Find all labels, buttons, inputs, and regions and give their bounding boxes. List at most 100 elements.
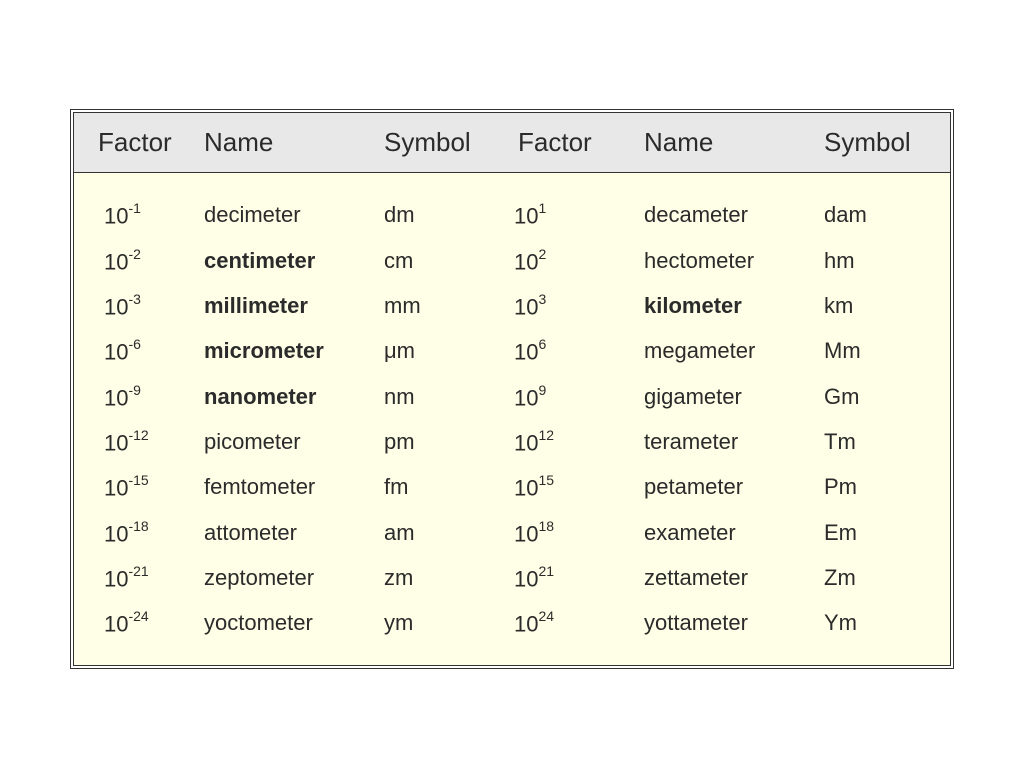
factor-cell: 10-15 bbox=[74, 474, 204, 501]
symbol-cell: Mm bbox=[824, 338, 934, 365]
col-header-symbol-right: Symbol bbox=[824, 127, 934, 158]
table-header-row: Factor Name Symbol Factor Name Symbol bbox=[74, 113, 950, 173]
factor-exponent: 21 bbox=[538, 563, 554, 579]
factor-cell: 10-6 bbox=[74, 338, 204, 365]
factor-exponent: 6 bbox=[538, 336, 546, 352]
factor-cell: 10-18 bbox=[74, 520, 204, 547]
factor-base: 10 bbox=[514, 521, 538, 546]
name-cell: megameter bbox=[644, 338, 824, 365]
factor-base: 10 bbox=[104, 385, 128, 410]
col-header-name-right: Name bbox=[644, 127, 824, 158]
factor-exponent: -9 bbox=[128, 382, 140, 398]
col-header-symbol-left: Symbol bbox=[384, 127, 514, 158]
factor-cell: 109 bbox=[514, 384, 644, 411]
name-cell: attometer bbox=[204, 520, 384, 547]
name-cell: decameter bbox=[644, 202, 824, 229]
factor-exponent: 3 bbox=[538, 291, 546, 307]
name-cell: nanometer bbox=[204, 384, 384, 411]
symbol-cell: Gm bbox=[824, 384, 934, 411]
factor-base: 10 bbox=[514, 204, 538, 229]
factor-exponent: 24 bbox=[538, 608, 554, 624]
col-header-factor-left: Factor bbox=[74, 127, 204, 158]
table-row: 10-21zeptometerzm1021zettameterZm bbox=[74, 556, 950, 601]
symbol-cell: Pm bbox=[824, 474, 934, 501]
factor-base: 10 bbox=[514, 566, 538, 591]
factor-exponent: -3 bbox=[128, 291, 140, 307]
symbol-cell: ym bbox=[384, 610, 514, 637]
factor-cell: 10-1 bbox=[74, 202, 204, 229]
symbol-cell: Em bbox=[824, 520, 934, 547]
symbol-cell: km bbox=[824, 293, 934, 320]
factor-base: 10 bbox=[104, 430, 128, 455]
factor-base: 10 bbox=[514, 340, 538, 365]
factor-exponent: 18 bbox=[538, 518, 554, 534]
name-cell: micrometer bbox=[204, 338, 384, 365]
factor-base: 10 bbox=[104, 476, 128, 501]
table-row: 10-24yoctometerym1024yottameterYm bbox=[74, 601, 950, 646]
table-row: 10-2centimetercm102hectometerhm bbox=[74, 239, 950, 284]
metric-prefix-table: Factor Name Symbol Factor Name Symbol 10… bbox=[70, 109, 954, 668]
factor-base: 10 bbox=[514, 612, 538, 637]
name-cell: femtometer bbox=[204, 474, 384, 501]
symbol-cell: zm bbox=[384, 565, 514, 592]
factor-base: 10 bbox=[104, 521, 128, 546]
symbol-cell: dm bbox=[384, 202, 514, 229]
symbol-cell: mm bbox=[384, 293, 514, 320]
factor-exponent: 12 bbox=[538, 427, 554, 443]
symbol-cell: Zm bbox=[824, 565, 934, 592]
table-body: 10-1decimeterdm101decameterdam10-2centim… bbox=[74, 173, 950, 664]
factor-exponent: -6 bbox=[128, 336, 140, 352]
table-row: 10-15femtometerfm1015petameterPm bbox=[74, 465, 950, 510]
col-header-name-left: Name bbox=[204, 127, 384, 158]
factor-cell: 10-2 bbox=[74, 248, 204, 275]
symbol-cell: nm bbox=[384, 384, 514, 411]
factor-base: 10 bbox=[104, 294, 128, 319]
factor-exponent: 1 bbox=[538, 200, 546, 216]
col-header-factor-right: Factor bbox=[514, 127, 644, 158]
factor-base: 10 bbox=[104, 566, 128, 591]
factor-cell: 10-21 bbox=[74, 565, 204, 592]
table-row: 10-12picometerpm1012terameterTm bbox=[74, 420, 950, 465]
name-cell: kilometer bbox=[644, 293, 824, 320]
name-cell: petameter bbox=[644, 474, 824, 501]
factor-exponent: 15 bbox=[538, 472, 554, 488]
factor-exponent: -18 bbox=[128, 518, 148, 534]
symbol-cell: fm bbox=[384, 474, 514, 501]
name-cell: centimeter bbox=[204, 248, 384, 275]
factor-base: 10 bbox=[104, 612, 128, 637]
factor-exponent: -1 bbox=[128, 200, 140, 216]
factor-cell: 1024 bbox=[514, 610, 644, 637]
factor-base: 10 bbox=[514, 385, 538, 410]
symbol-cell: cm bbox=[384, 248, 514, 275]
factor-cell: 1015 bbox=[514, 474, 644, 501]
symbol-cell: pm bbox=[384, 429, 514, 456]
factor-base: 10 bbox=[104, 204, 128, 229]
name-cell: picometer bbox=[204, 429, 384, 456]
table-row: 10-6micrometerμm106 megameterMm bbox=[74, 329, 950, 374]
factor-exponent: 2 bbox=[538, 246, 546, 262]
symbol-cell: hm bbox=[824, 248, 934, 275]
factor-cell: 1021 bbox=[514, 565, 644, 592]
factor-cell: 10-12 bbox=[74, 429, 204, 456]
table-row: 10-3millimetermm103kilometerkm bbox=[74, 284, 950, 329]
symbol-cell: μm bbox=[384, 338, 514, 365]
factor-cell: 10-9 bbox=[74, 384, 204, 411]
name-cell: zettameter bbox=[644, 565, 824, 592]
factor-cell: 1012 bbox=[514, 429, 644, 456]
name-cell: yottameter bbox=[644, 610, 824, 637]
symbol-cell: dam bbox=[824, 202, 934, 229]
factor-cell: 101 bbox=[514, 202, 644, 229]
name-cell: zeptometer bbox=[204, 565, 384, 592]
symbol-cell: Tm bbox=[824, 429, 934, 456]
name-cell: gigameter bbox=[644, 384, 824, 411]
factor-cell: 10-24 bbox=[74, 610, 204, 637]
table-row: 10-9nanometernm109gigameterGm bbox=[74, 375, 950, 420]
factor-cell: 1018 bbox=[514, 520, 644, 547]
name-cell: decimeter bbox=[204, 202, 384, 229]
name-cell: exameter bbox=[644, 520, 824, 547]
factor-exponent: -15 bbox=[128, 472, 148, 488]
name-cell: terameter bbox=[644, 429, 824, 456]
factor-exponent: 9 bbox=[538, 382, 546, 398]
factor-exponent: -24 bbox=[128, 608, 148, 624]
factor-exponent: -2 bbox=[128, 246, 140, 262]
